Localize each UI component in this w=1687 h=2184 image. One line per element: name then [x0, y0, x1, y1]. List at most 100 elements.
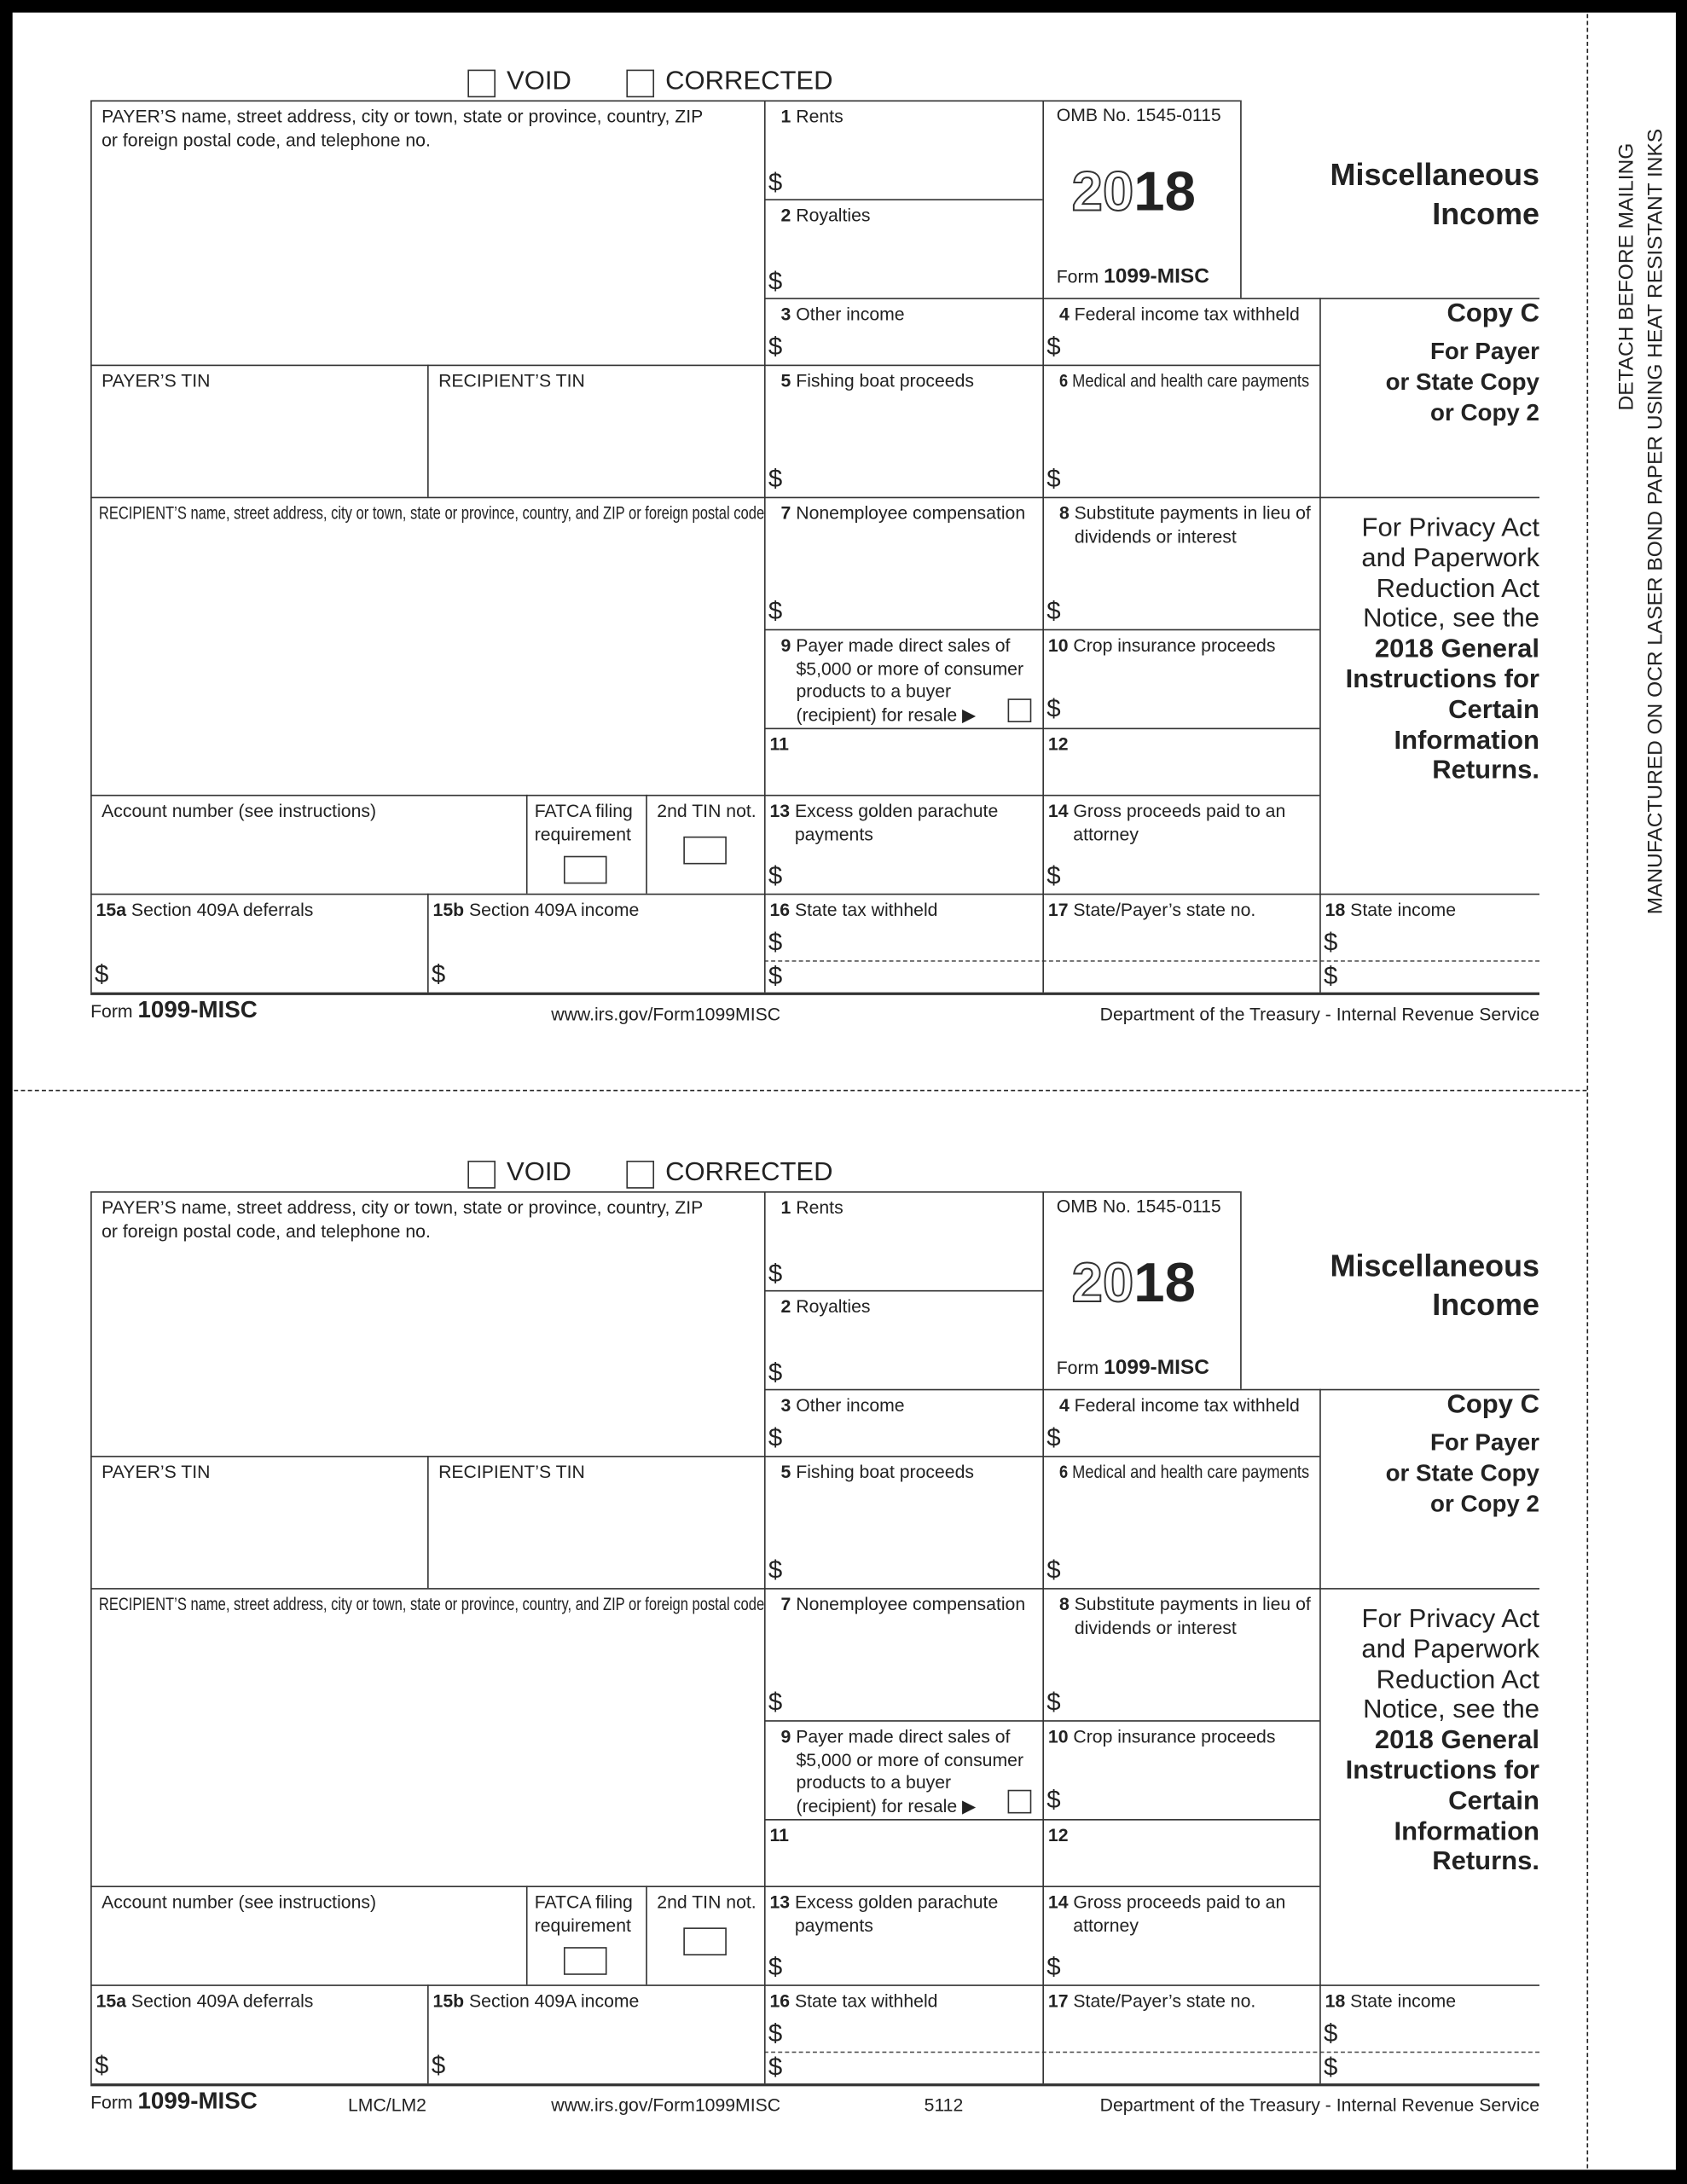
rule-vertical: [90, 100, 92, 993]
dollar-sign: $: [768, 267, 783, 295]
box-number: 1: [780, 1196, 791, 1218]
rule-horizontal: [90, 893, 1539, 895]
box-number: 4: [1058, 303, 1070, 325]
box-5-fishing-boat: 5 Fishing boat proceeds: [781, 1462, 974, 1485]
void-checkbox[interactable]: [467, 1161, 496, 1189]
dollar-sign: $: [1324, 928, 1338, 957]
box-number: 6: [1058, 1461, 1069, 1483]
box-15a-deferrals: 15a Section 409A deferrals: [96, 1990, 314, 2013]
void-checkbox[interactable]: [467, 69, 496, 98]
box-number: 10: [1047, 634, 1069, 656]
rule-vertical: [427, 1456, 429, 1589]
box-label-line: State/Payer’s state no.: [1068, 1990, 1256, 2012]
box-8-substitute: 8 Substitute payments in lieu of dividend…: [1059, 502, 1311, 548]
box-number: 13: [769, 1891, 791, 1913]
void-label: VOID: [507, 67, 571, 96]
dollar-sign: $: [1046, 1952, 1061, 1981]
box-9-direct-sales: 9 Payer made direct sales of $5,000 or mo…: [781, 1726, 1023, 1818]
box-number: 10: [1047, 1725, 1069, 1747]
form-name: Form 1099-MISC: [1056, 1355, 1209, 1380]
box-7-nonemployee: 7 Nonemployee compensation: [781, 1594, 1026, 1617]
dashed-rule: [763, 960, 1539, 962]
rule-horizontal: [763, 1388, 1539, 1391]
box-3-other-income: 3 Other income: [781, 304, 905, 327]
dollar-sign: $: [94, 960, 109, 988]
box-label-line: $5,000 or more of consumer: [796, 658, 1024, 679]
box-number: 6: [1058, 370, 1069, 391]
detach-line: [1586, 14, 1589, 2169]
box-label-line: Medical and health care payments: [1068, 1461, 1310, 1483]
tax-year-bold: 18: [1133, 1252, 1196, 1314]
fatca-checkbox[interactable]: [563, 1947, 607, 1975]
dollar-sign: $: [768, 861, 783, 889]
payer-tin-label: PAYER’S TIN: [101, 370, 211, 391]
box-label-line: (recipient) for resale ▶: [796, 703, 977, 725]
fatca-checkbox[interactable]: [563, 855, 607, 884]
payer-tin-label: PAYER’S TIN: [101, 1461, 211, 1483]
box-10-crop-insurance: 10 Crop insurance proceeds: [1048, 634, 1276, 658]
box-9-checkbox[interactable]: [1007, 1789, 1032, 1814]
box-label-line: Fishing boat proceeds: [791, 370, 975, 391]
copy-subtitle: For Payer or State Copy or Copy 2: [1385, 1429, 1539, 1517]
box-4-federal-tax-withheld: 4 Federal income tax withheld: [1059, 1394, 1300, 1417]
rule-vertical: [427, 893, 429, 993]
box-label-line: Gross proceeds paid to an: [1068, 800, 1286, 821]
box-label-line: Gross proceeds paid to an: [1068, 1891, 1286, 1913]
box-9-direct-sales: 9 Payer made direct sales of $5,000 or mo…: [781, 634, 1023, 727]
dollar-sign: $: [1046, 1688, 1061, 1717]
footer-form-name: Form 1099-MISC: [90, 996, 258, 1023]
box-number: 2: [780, 1295, 791, 1317]
box-number: 2: [780, 204, 791, 226]
box-label-line: $5,000 or more of consumer: [796, 1748, 1024, 1770]
dollar-sign: $: [1046, 465, 1061, 493]
rule-horizontal: [763, 1289, 1043, 1292]
footer-department: Department of the Treasury - Internal Re…: [1099, 2094, 1539, 2116]
footer-code: LMC/LM2: [348, 2094, 426, 2116]
dollar-sign: $: [768, 1358, 783, 1387]
dollar-sign: $: [1046, 1785, 1061, 1814]
rule-horizontal: [90, 1190, 1241, 1193]
box-number: 18: [1325, 1990, 1346, 2012]
box-16-state-tax: 16 State tax withheld: [769, 899, 937, 922]
box-9-checkbox[interactable]: [1007, 698, 1032, 723]
box-number: 12: [1047, 733, 1069, 755]
rule-horizontal: [763, 629, 1320, 631]
void-label: VOID: [507, 1157, 571, 1188]
copy-subtitle: For Payer or State Copy or Copy 2: [1385, 338, 1539, 426]
tax-year-outline: 20: [1071, 1252, 1135, 1315]
recipient-name-label: RECIPIENT’S name, street address, city o…: [98, 1593, 765, 1615]
box-label-line: Section 409A income: [464, 899, 640, 920]
box-3-other-income: 3 Other income: [781, 1394, 905, 1417]
box-label-line: payments: [794, 1914, 873, 1936]
rule-horizontal: [90, 1456, 1320, 1457]
tax-year: 2018: [1071, 1252, 1196, 1315]
box-11: 11: [769, 1825, 788, 1848]
second-tin-checkbox[interactable]: [683, 1927, 727, 1955]
footer-url: www.irs.gov/Form1099MISC: [551, 2094, 781, 2116]
dollar-sign: $: [768, 1688, 783, 1717]
box-number: 1: [780, 106, 791, 127]
dollar-sign: $: [1046, 1555, 1061, 1584]
box-label-line: Fishing boat proceeds: [791, 1461, 975, 1483]
box-12: 12: [1048, 1825, 1069, 1848]
box-number: 15b: [432, 1990, 465, 2012]
dollar-sign: $: [768, 2019, 783, 2048]
box-label-line: State tax withheld: [790, 1990, 938, 2012]
box-number: 5: [780, 370, 791, 391]
copy-title: Copy C: [1446, 1390, 1539, 1420]
tax-year-outline: 20: [1071, 160, 1135, 223]
box-6-medical: 6 Medical and health care payments: [1059, 1462, 1309, 1485]
rule-horizontal: [90, 1588, 1539, 1590]
box-18-state-income: 18 State income: [1325, 1990, 1456, 2013]
corrected-checkbox[interactable]: [626, 1161, 655, 1189]
corrected-checkbox[interactable]: [626, 69, 655, 98]
footer-url: www.irs.gov/Form1099MISC: [551, 1003, 781, 1025]
box-12: 12: [1048, 733, 1069, 756]
box-label-line: attorney: [1073, 823, 1139, 844]
dollar-sign: $: [1324, 961, 1338, 990]
second-tin-checkbox[interactable]: [683, 836, 727, 865]
recipient-name-label: RECIPIENT’S name, street address, city o…: [98, 502, 765, 524]
box-number: 7: [780, 502, 791, 524]
dollar-sign: $: [768, 168, 783, 197]
box-number: 16: [769, 899, 791, 920]
